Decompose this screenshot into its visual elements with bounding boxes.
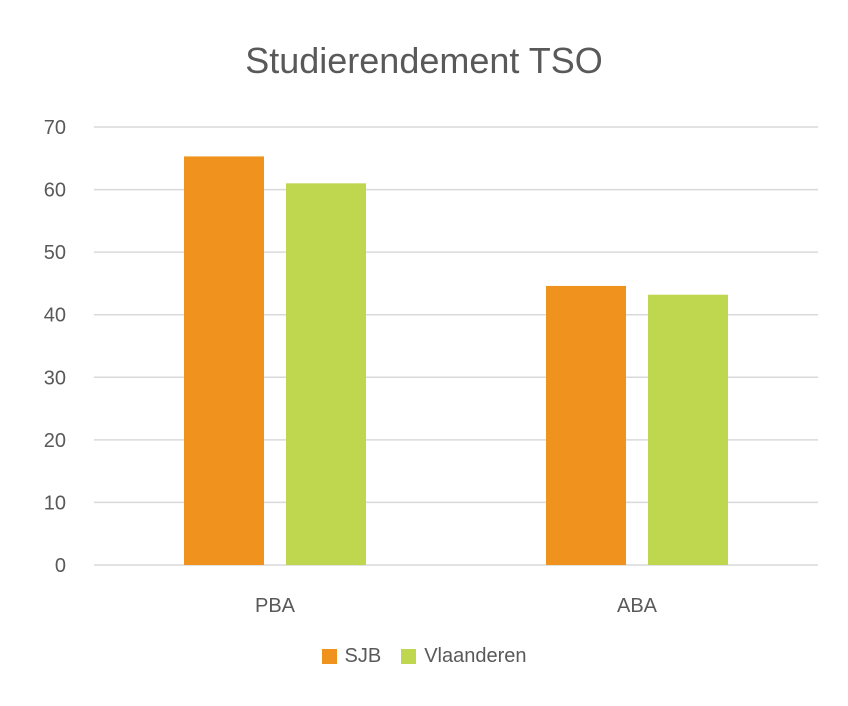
x-category-label: ABA [617, 595, 658, 617]
legend-swatch [401, 649, 417, 664]
bar-sjb-aba [546, 285, 626, 565]
legend: SJB Vlaanderen [0, 645, 848, 668]
legend-swatch [321, 649, 337, 664]
bar-sjb-pba [184, 156, 264, 565]
bar-vlaanderen-aba [648, 294, 728, 565]
y-tick-label: 20 [44, 430, 66, 452]
y-tick-label: 0 [55, 555, 66, 577]
plot-area: 0 10 20 30 40 50 60 70 PBA ABA [44, 117, 818, 617]
y-tick-label: 10 [44, 492, 66, 514]
x-category-label: PBA [255, 595, 296, 617]
legend-label: SJB [344, 645, 382, 667]
y-tick-label: 60 [44, 180, 66, 202]
legend-item: Vlaanderen [401, 645, 527, 668]
y-tick-label: 40 [44, 305, 66, 327]
y-tick-label: 70 [44, 117, 66, 139]
legend-item: SJB [321, 645, 382, 668]
bar-vlaanderen-pba [286, 183, 366, 566]
y-tick-label: 50 [44, 242, 66, 264]
legend-label: Vlaanderen [424, 645, 527, 667]
y-tick-label: 30 [44, 367, 66, 389]
chart-title: Studierendement TSO [245, 40, 603, 81]
